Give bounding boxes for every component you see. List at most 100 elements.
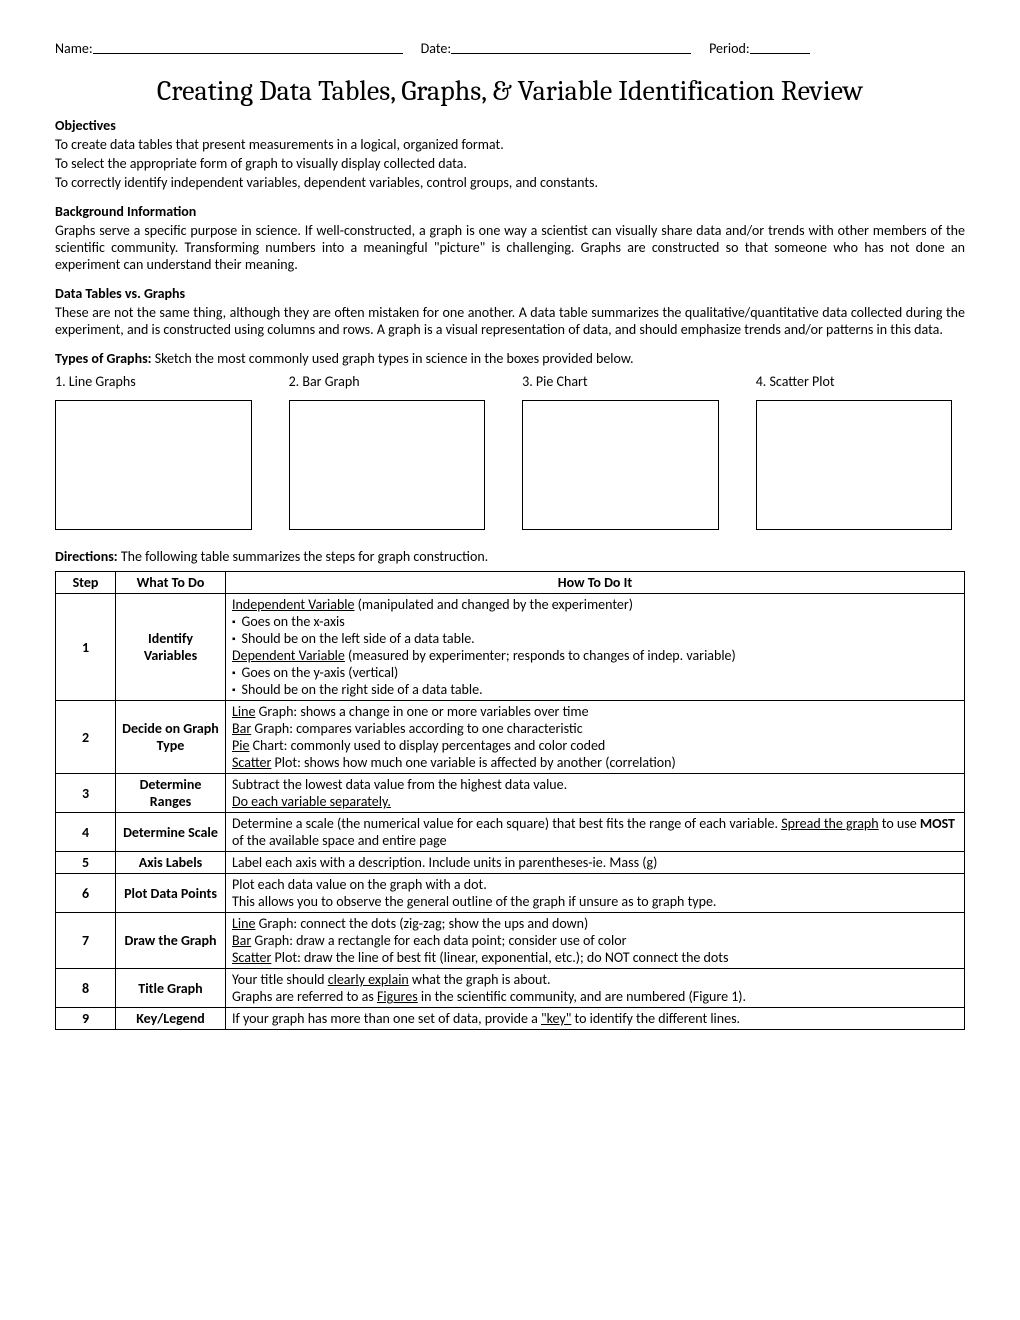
dv-label: Dependent Variable [232, 647, 345, 664]
step-how: Your title should clearly explain what t… [226, 969, 965, 1008]
steps-table: Step What To Do How To Do It 1 Identify … [55, 571, 965, 1030]
step-what: Axis Labels [116, 852, 226, 874]
step-how: Line Graph: connect the dots (zig-zag; s… [226, 913, 965, 969]
bullet: Goes on the x-axis [232, 613, 958, 630]
step-what: Key/Legend [116, 1008, 226, 1030]
graph-type-label: 2. Bar Graph [289, 373, 498, 390]
iv-label: Independent Variable [232, 596, 355, 613]
dtvg-text: These are not the same thing, although t… [55, 304, 965, 338]
th-how: How To Do It [226, 572, 965, 594]
graph-type-label: 3. Pie Chart [522, 373, 731, 390]
graph-type-pie: 3. Pie Chart [522, 373, 731, 530]
date-label: Date: [421, 40, 451, 57]
step-how: Line Graph: shows a change in one or mor… [226, 701, 965, 774]
txt: This allows you to observe the general o… [232, 893, 958, 910]
u: Do each variable separately. [232, 793, 958, 810]
graph-sketch-box[interactable] [756, 400, 953, 530]
step-how: Independent Variable (manipulated and ch… [226, 594, 965, 701]
bullet: Goes on the y-axis (vertical) [232, 664, 958, 681]
step-how: Determine a scale (the numerical value f… [226, 813, 965, 852]
step-what: Plot Data Points [116, 874, 226, 913]
worksheet-header: Name: Date: Period: [55, 40, 965, 57]
txt: Plot: draw the line of best fit (linear,… [271, 949, 728, 966]
txt: Subtract the lowest data value from the … [232, 776, 958, 793]
types-intro-bold: Types of Graphs: [55, 350, 152, 367]
table-row: 9 Key/Legend If your graph has more than… [56, 1008, 965, 1030]
u: Bar [232, 932, 251, 949]
step-num: 5 [56, 852, 116, 874]
txt: Graph: shows a change in one or more var… [255, 703, 588, 720]
step-num: 4 [56, 813, 116, 852]
objectives-heading: Objectives [55, 117, 965, 134]
step-what: Draw the Graph [116, 913, 226, 969]
txt: to identify the different lines. [571, 1010, 740, 1027]
table-row: 2 Decide on Graph Type Line Graph: shows… [56, 701, 965, 774]
page-title: Creating Data Tables, Graphs, & Variable… [55, 75, 965, 107]
table-header-row: Step What To Do How To Do It [56, 572, 965, 594]
graph-sketch-box[interactable] [55, 400, 252, 530]
step-what: Title Graph [116, 969, 226, 1008]
u: clearly explain [328, 971, 409, 988]
step-what: Determine Ranges [116, 774, 226, 813]
u: Scatter [232, 949, 271, 966]
txt: of the available space and entire page [232, 832, 447, 849]
u: Line [232, 703, 255, 720]
directions-rest: The following table summarizes the steps… [118, 548, 489, 565]
name-label: Name: [55, 40, 93, 57]
table-row: 7 Draw the Graph Line Graph: connect the… [56, 913, 965, 969]
dv-rest: (measured by experimenter; responds to c… [345, 647, 736, 664]
graph-type-label: 4. Scatter Plot [756, 373, 965, 390]
th-step: Step [56, 572, 116, 594]
date-blank[interactable] [451, 40, 691, 54]
u: Pie [232, 737, 249, 754]
txt: Chart: commonly used to display percenta… [249, 737, 605, 754]
txt: Determine a scale (the numerical value f… [232, 815, 781, 832]
name-blank[interactable] [93, 40, 403, 54]
period-label: Period: [709, 40, 750, 57]
dtvg-heading: Data Tables vs. Graphs [55, 285, 965, 302]
graph-types-row: 1. Line Graphs 2. Bar Graph 3. Pie Chart… [55, 373, 965, 530]
txt: Plot: shows how much one variable is aff… [271, 754, 675, 771]
u: Bar [232, 720, 251, 737]
table-row: 4 Determine Scale Determine a scale (the… [56, 813, 965, 852]
table-row: 8 Title Graph Your title should clearly … [56, 969, 965, 1008]
step-num: 8 [56, 969, 116, 1008]
directions-line: Directions: The following table summariz… [55, 548, 965, 565]
u: "key" [541, 1010, 571, 1027]
step-num: 3 [56, 774, 116, 813]
graph-type-scatter: 4. Scatter Plot [756, 373, 965, 530]
objective-line: To create data tables that present measu… [55, 136, 965, 153]
step-how: If your graph has more than one set of d… [226, 1008, 965, 1030]
table-row: 3 Determine Ranges Subtract the lowest d… [56, 774, 965, 813]
table-row: 6 Plot Data Points Plot each data value … [56, 874, 965, 913]
objective-line: To select the appropriate form of graph … [55, 155, 965, 172]
txt: to use [879, 815, 920, 832]
step-num: 2 [56, 701, 116, 774]
directions-bold: Directions: [55, 548, 118, 565]
period-blank[interactable] [750, 40, 810, 54]
txt: what the graph is about. [409, 971, 551, 988]
u: Figures [377, 988, 418, 1005]
graph-sketch-box[interactable] [289, 400, 486, 530]
background-heading: Background Information [55, 203, 965, 220]
u: Spread the graph [781, 815, 878, 832]
step-num: 9 [56, 1008, 116, 1030]
graph-type-label: 1. Line Graphs [55, 373, 264, 390]
graph-sketch-box[interactable] [522, 400, 719, 530]
u: Scatter [232, 754, 271, 771]
table-row: 5 Axis Labels Label each axis with a des… [56, 852, 965, 874]
step-what: Decide on Graph Type [116, 701, 226, 774]
table-row: 1 Identify Variables Independent Variabl… [56, 594, 965, 701]
bullet: Should be on the right side of a data ta… [232, 681, 958, 698]
iv-rest: (manipulated and changed by the experime… [355, 596, 633, 613]
step-num: 1 [56, 594, 116, 701]
txt: Graph: connect the dots (zig-zag; show t… [255, 915, 588, 932]
bold: MOST [920, 815, 955, 832]
step-how: Plot each data value on the graph with a… [226, 874, 965, 913]
txt: Plot each data value on the graph with a… [232, 876, 958, 893]
th-what: What To Do [116, 572, 226, 594]
txt: If your graph has more than one set of d… [232, 1010, 541, 1027]
graph-type-bar: 2. Bar Graph [289, 373, 498, 530]
step-num: 6 [56, 874, 116, 913]
step-how: Subtract the lowest data value from the … [226, 774, 965, 813]
